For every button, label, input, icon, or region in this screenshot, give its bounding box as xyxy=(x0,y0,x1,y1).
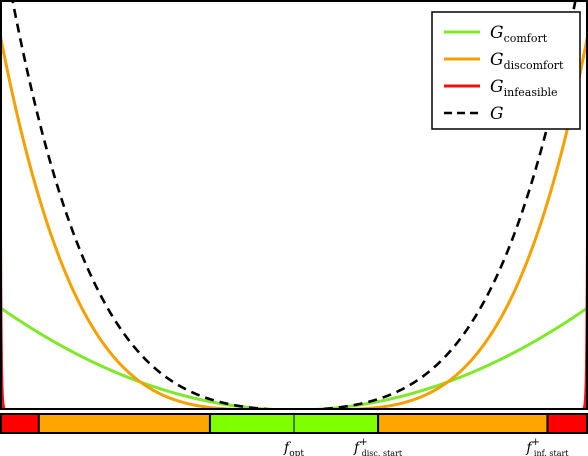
series-line-discomfort xyxy=(1,33,587,409)
series-line-total xyxy=(11,1,577,409)
x-ticks: fopt f+ disc. start f+ inf. start xyxy=(283,414,569,456)
band-segment-discomfort xyxy=(378,414,548,433)
tick-label: f+ disc. start xyxy=(353,437,403,456)
tick-label: fopt xyxy=(283,440,304,456)
band-segment-infeasible xyxy=(1,414,39,433)
legend: Gcomfort Gdiscomfort Ginfeasible G xyxy=(431,11,581,130)
series-line-comfort xyxy=(1,306,587,409)
legend-label-discomfort: Gdiscomfort xyxy=(490,50,564,72)
legend-label-comfort: Gcomfort xyxy=(490,23,548,45)
legend-label-infeasible: Ginfeasible xyxy=(490,77,558,99)
curves-group xyxy=(1,1,587,409)
zone-band xyxy=(0,413,588,434)
tick-label: f+ inf. start xyxy=(525,437,569,456)
plot-frame xyxy=(0,0,588,410)
band-segment-infeasible xyxy=(547,414,587,433)
legend-label-total: G xyxy=(490,104,504,124)
band-segment-discomfort xyxy=(38,414,210,433)
